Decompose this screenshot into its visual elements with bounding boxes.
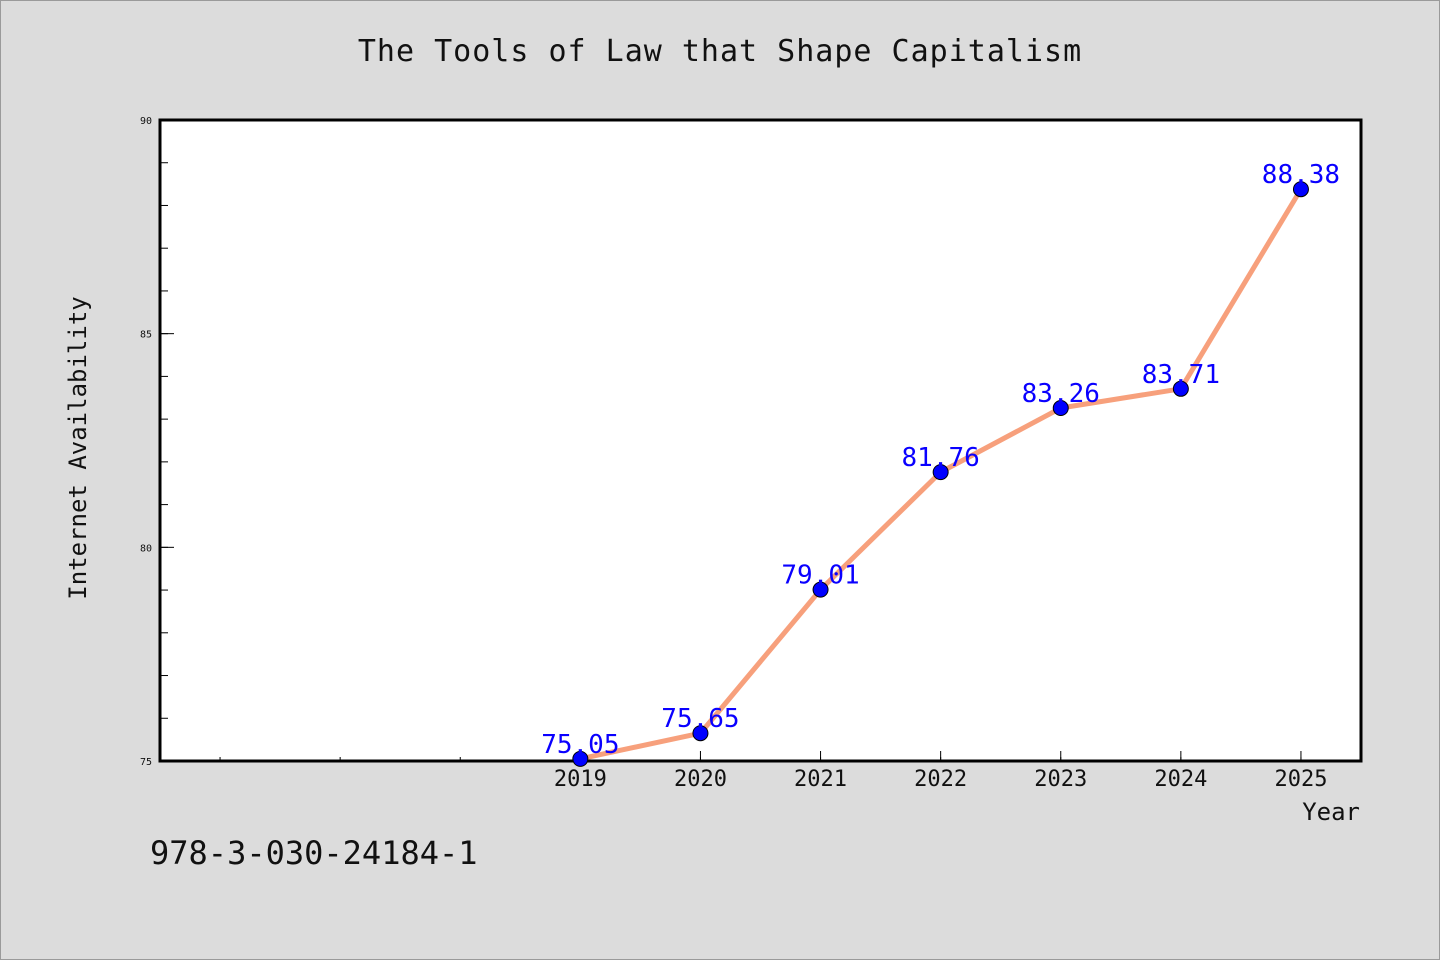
data-point [1292, 181, 1309, 198]
x-tick-label: 2020 [674, 767, 727, 792]
series-group: 75.05 75.65 79.01 81.76 83.26 83.71 88.38 [541, 160, 1340, 767]
data-label: 83.26 [1022, 379, 1100, 409]
x-tick-label: 2024 [1154, 767, 1207, 792]
data-point [692, 725, 709, 742]
x-tick-label: 2022 [914, 767, 967, 792]
data-point [812, 581, 829, 598]
x-axis-ticks: 2019 2020 2021 2022 2023 2024 2025 [554, 751, 1327, 792]
plot-area [158, 118, 1363, 763]
data-label: 79.01 [781, 561, 859, 591]
y-axis-ticks: 75 80 85 90 [140, 116, 174, 768]
data-label: 88.38 [1262, 160, 1340, 190]
x-tick-label: 2021 [794, 767, 847, 792]
x-tick-label: 2023 [1034, 767, 1087, 792]
data-point [932, 464, 949, 481]
data-label: 81.76 [902, 443, 980, 473]
y-tick-label: 75 [140, 757, 152, 768]
data-label: 75.65 [661, 704, 739, 734]
y-tick-label: 80 [140, 543, 152, 554]
data-point [572, 750, 589, 767]
x-axis-label: Year [1302, 798, 1360, 826]
isbn-annotation: 978-3-030-24184-1 [150, 834, 478, 872]
x-tick-label: 2019 [554, 767, 607, 792]
data-label: 75.05 [541, 730, 619, 760]
chart-title: The Tools of Law that Shape Capitalism [357, 34, 1083, 69]
data-point [1052, 400, 1069, 417]
data-label: 83.71 [1142, 360, 1220, 390]
y-tick-label: 85 [140, 330, 152, 341]
x-tick-label: 2025 [1274, 767, 1327, 792]
y-tick-label: 90 [140, 116, 152, 127]
data-point [1172, 380, 1189, 397]
y-axis-label: Internet Availability [64, 296, 92, 599]
